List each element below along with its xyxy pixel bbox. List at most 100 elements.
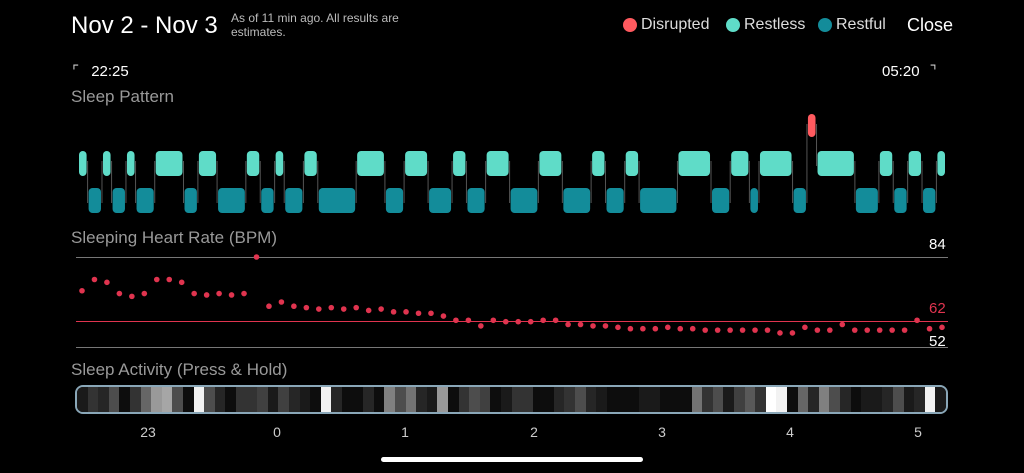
activity-segment (553, 387, 565, 412)
home-indicator[interactable] (381, 457, 643, 462)
start-time-label: 22:25 (91, 63, 129, 80)
activity-segment (288, 387, 300, 412)
stage-bar-restful (318, 188, 356, 213)
stage-bar-restless (908, 151, 922, 176)
start-time: ⌜ 22:25 (72, 62, 129, 80)
sleep-activity-title: Sleep Activity (Press & Hold) (71, 360, 288, 379)
heart-rate-point (677, 325, 684, 332)
stage-bar-restful (606, 188, 624, 213)
heart-rate-point (839, 321, 846, 328)
activity-segment (628, 387, 640, 412)
activity-segment (437, 387, 449, 412)
heart-rate-point (365, 307, 372, 314)
heart-rate-point (752, 327, 758, 333)
activity-segment (458, 387, 470, 412)
heart-rate-point (266, 303, 272, 310)
heart-rate-point (241, 290, 247, 297)
activity-segment (893, 387, 905, 412)
activity-segment (702, 387, 714, 412)
activity-segment (225, 387, 237, 412)
stage-bar-restless (357, 151, 384, 176)
sleep-pattern-chart[interactable] (0, 105, 1024, 217)
page-title: Nov 2 - Nov 3 (71, 12, 218, 39)
max-hr-line (76, 257, 948, 258)
stage-bar-restful (112, 188, 125, 213)
sleep-activity-bar[interactable] (75, 385, 948, 414)
heart-rate-point (602, 323, 609, 329)
activity-segment (617, 387, 629, 412)
stage-bar-restful (855, 188, 878, 213)
activity-segment (331, 387, 343, 412)
stage-bar-restless (592, 151, 605, 176)
heart-rate-point (926, 325, 933, 332)
activity-segment (500, 387, 512, 412)
stage-bar-restless (198, 151, 217, 176)
activity-segment (755, 387, 767, 412)
heart-rate-point (415, 310, 422, 317)
activity-segment (384, 387, 396, 412)
activity-segment (310, 387, 322, 412)
heart-rate-chart[interactable] (0, 250, 1024, 355)
legend-disrupted: Disrupted (623, 16, 709, 34)
heart-rate-point (577, 321, 584, 328)
activity-segment (479, 387, 491, 412)
activity-segment (182, 387, 194, 412)
heart-rate-point (515, 318, 522, 325)
heart-rate-point (802, 324, 808, 331)
activity-segment (151, 387, 163, 412)
stage-bar-restful (510, 188, 538, 213)
heart-rate-point (727, 327, 733, 333)
activity-segment (776, 387, 788, 412)
stage-bar-restless (246, 151, 260, 176)
stage-bar-restless (817, 151, 854, 176)
heart-rate-point (253, 254, 260, 260)
heart-rate-point (764, 327, 771, 333)
activity-segment (341, 387, 353, 412)
heart-rate-point (702, 327, 708, 333)
activity-segment (670, 387, 682, 412)
stage-bar-restful (712, 188, 730, 213)
heart-rate-point (714, 327, 721, 333)
stage-bar-restful (136, 188, 154, 213)
activity-segment (352, 387, 364, 412)
heart-rate-point (390, 309, 397, 315)
heart-rate-point (191, 290, 197, 297)
heart-rate-point (689, 325, 696, 332)
restless-swatch-icon (726, 18, 740, 32)
activity-segment (77, 387, 89, 412)
stage-bar-restful (218, 188, 245, 213)
activity-segment (426, 387, 438, 412)
heart-rate-point (428, 310, 434, 317)
avg-hr-label: 62 (929, 300, 946, 317)
activity-segment (267, 387, 279, 412)
heart-rate-point (278, 299, 285, 305)
activity-segment (575, 387, 587, 412)
heart-rate-point (777, 330, 783, 336)
activity-segment (320, 387, 332, 412)
heart-rate-point (889, 327, 895, 333)
stage-bar-restless (539, 151, 562, 176)
activity-segment (373, 387, 385, 412)
heart-rate-point (739, 327, 746, 333)
close-button[interactable]: Close (907, 15, 954, 35)
restful-swatch-icon (818, 18, 832, 32)
activity-segment (638, 387, 650, 412)
activity-segment (787, 387, 799, 412)
activity-segment (712, 387, 724, 412)
activity-segment (903, 387, 915, 412)
stage-bar-restless (759, 151, 792, 176)
activity-segment (914, 387, 926, 412)
activity-segment (140, 387, 152, 412)
activity-segment (808, 387, 820, 412)
activity-segment (818, 387, 830, 412)
bracket-right-icon: ⌝ (929, 63, 937, 80)
stage-bar-restless (486, 151, 509, 176)
bracket-left-icon: ⌜ (72, 63, 80, 80)
heart-rate-point (490, 317, 497, 324)
stage-bar-restless (79, 151, 87, 176)
stage-bar-restless (625, 151, 639, 176)
legend-label: Disrupted (641, 16, 710, 33)
heart-rate-point (141, 290, 148, 297)
legend-label: Restful (836, 16, 886, 33)
stage-bar-restless (879, 151, 893, 176)
